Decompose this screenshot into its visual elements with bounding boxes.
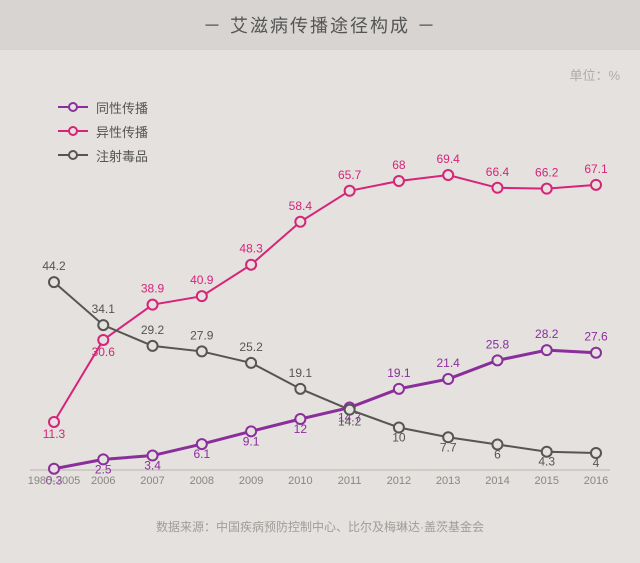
data-point <box>591 348 601 358</box>
data-point <box>295 217 305 227</box>
point-label: 29.2 <box>141 323 165 337</box>
point-label: 38.9 <box>141 282 165 296</box>
chart-container: － 艾滋病传播途径构成 － 单位：% 同性传播异性传播注射毒品 0.32.53.… <box>0 0 640 563</box>
point-label: 40.9 <box>190 273 214 287</box>
data-point <box>345 405 355 415</box>
source-text: 数据来源：中国疾病预防控制中心、比尔及梅琳达·盖茨基金会 <box>0 518 640 535</box>
data-point <box>295 384 305 394</box>
point-label: 65.7 <box>338 168 362 182</box>
data-point <box>148 341 158 351</box>
data-point <box>98 335 108 345</box>
point-label: 4.3 <box>538 455 555 469</box>
line-chart-svg: 0.32.53.46.19.11214.719.121.425.828.227.… <box>30 130 610 470</box>
data-point <box>98 320 108 330</box>
data-point <box>492 183 502 193</box>
data-point <box>49 417 59 427</box>
point-label: 9.1 <box>243 434 260 448</box>
legend-label: 同性传播 <box>96 98 148 117</box>
point-label: 6.1 <box>193 447 210 461</box>
data-point <box>49 277 59 287</box>
x-tick-label: 2012 <box>387 475 411 487</box>
x-tick-label: 2006 <box>91 475 115 487</box>
data-point <box>345 186 355 196</box>
data-point <box>443 374 453 384</box>
point-label: 12 <box>294 422 308 436</box>
x-tick-label: 2015 <box>534 475 558 487</box>
point-label: 4 <box>593 456 600 470</box>
point-label: 19.1 <box>289 366 313 380</box>
data-point <box>443 170 453 180</box>
point-label: 58.4 <box>289 199 313 213</box>
x-tick-label: 2013 <box>436 475 460 487</box>
data-point <box>591 180 601 190</box>
series-line-heterosexual <box>54 175 596 422</box>
data-point <box>394 384 404 394</box>
point-label: 19.1 <box>387 366 411 380</box>
x-tick-label: 2016 <box>584 475 608 487</box>
x-tick-label: 2008 <box>190 475 214 487</box>
point-label: 48.3 <box>239 242 263 256</box>
series-line-homosexual <box>54 350 596 469</box>
point-label: 21.4 <box>437 356 461 370</box>
x-tick-label: 2009 <box>239 475 263 487</box>
point-label: 25.8 <box>486 337 510 351</box>
point-label: 27.6 <box>584 330 608 344</box>
data-point <box>492 355 502 365</box>
point-label: 44.2 <box>42 259 66 273</box>
unit-label: 单位：% <box>569 65 620 84</box>
data-point <box>542 184 552 194</box>
x-axis-labels: 1985-2005 2006 2007 2008 2009 2010 2011 2012 201… <box>30 475 610 495</box>
point-label: 66.4 <box>486 165 510 179</box>
point-label: 6 <box>494 448 501 462</box>
point-label: 34.1 <box>92 302 116 316</box>
point-label: 10 <box>392 431 406 445</box>
series-line-injection <box>54 282 596 453</box>
point-label: 30.6 <box>92 345 116 359</box>
x-tick-label: 2011 <box>338 475 362 487</box>
point-label: 25.2 <box>239 340 263 354</box>
legend-item-homosexual: 同性传播 <box>58 95 148 119</box>
x-tick-label: 1985-2005 <box>28 475 81 487</box>
x-tick-label: 2014 <box>485 475 509 487</box>
data-point <box>542 345 552 355</box>
data-point <box>197 346 207 356</box>
point-label: 27.9 <box>190 328 214 342</box>
data-point <box>394 176 404 186</box>
x-tick-label: 2010 <box>288 475 312 487</box>
data-point <box>246 260 256 270</box>
x-tick-label: 2007 <box>140 475 164 487</box>
point-label: 68 <box>392 158 406 172</box>
chart-header: － 艾滋病传播途径构成 － <box>0 0 640 50</box>
point-label: 14.2 <box>338 415 362 429</box>
point-label: 7.7 <box>440 440 457 454</box>
point-label: 67.1 <box>584 162 608 176</box>
point-label: 28.2 <box>535 327 559 341</box>
data-point <box>246 358 256 368</box>
chart-title: － 艾滋病传播途径构成 － <box>203 12 437 38</box>
point-label: 11.3 <box>43 427 66 441</box>
data-point <box>148 300 158 310</box>
data-point <box>197 291 207 301</box>
point-label: 66.2 <box>535 166 559 180</box>
plot-area: 0.32.53.46.19.11214.719.121.425.828.227.… <box>30 130 610 470</box>
point-label: 3.4 <box>144 459 161 473</box>
data-point <box>49 464 59 474</box>
point-label: 69.4 <box>437 152 461 166</box>
